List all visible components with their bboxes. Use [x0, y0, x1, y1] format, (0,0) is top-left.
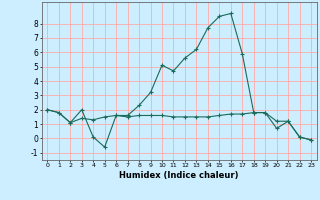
X-axis label: Humidex (Indice chaleur): Humidex (Indice chaleur)	[119, 171, 239, 180]
